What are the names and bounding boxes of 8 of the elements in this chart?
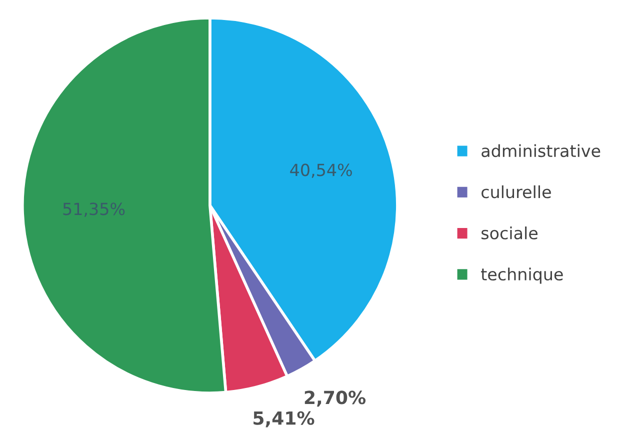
legend-label: administrative <box>482 144 600 158</box>
legend-label: sociale <box>482 226 538 240</box>
legend-label: culurelle <box>482 185 551 198</box>
data-label: 2,70% <box>304 390 366 407</box>
legend-label: technique <box>481 268 563 284</box>
data-label: 40,54% <box>290 164 352 178</box>
data-label: 51,35% <box>63 202 125 217</box>
data-label: 5,41% <box>254 411 314 428</box>
